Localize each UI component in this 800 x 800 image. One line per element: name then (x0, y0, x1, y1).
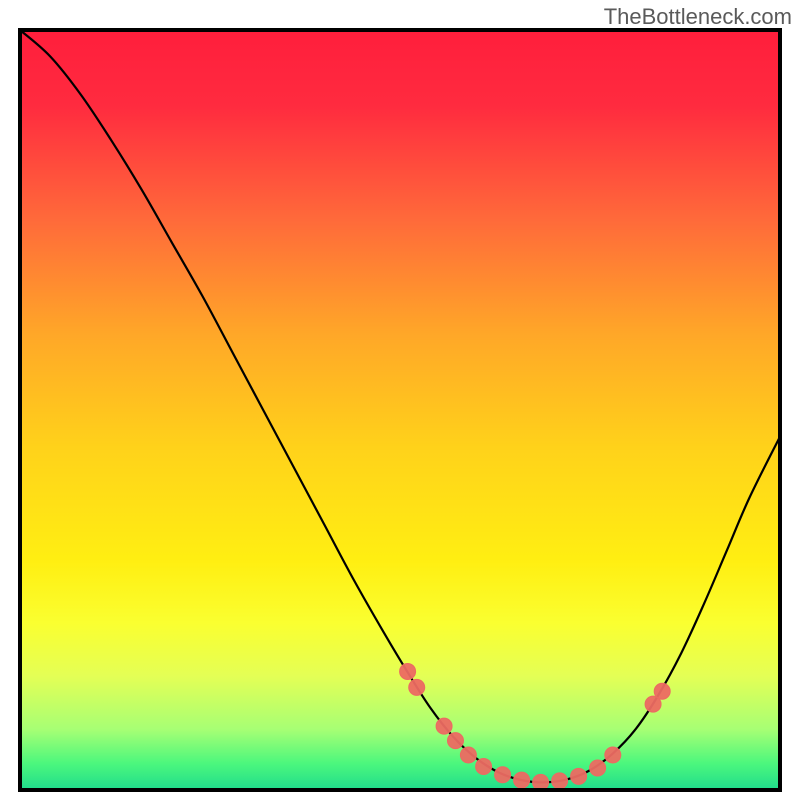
curve-marker (571, 768, 587, 784)
curve-marker (654, 683, 670, 699)
curve-marker (436, 718, 452, 734)
curve-marker (590, 760, 606, 776)
curve-marker (605, 747, 621, 763)
chart-svg (0, 0, 800, 800)
curve-marker (514, 772, 530, 788)
curve-marker (409, 679, 425, 695)
bottleneck-chart: TheBottleneck.com (0, 0, 800, 800)
curve-marker (476, 758, 492, 774)
curve-marker (552, 773, 568, 789)
curve-marker (447, 733, 463, 749)
watermark-text: TheBottleneck.com (604, 4, 792, 30)
curve-marker (460, 747, 476, 763)
plot-background (20, 30, 780, 790)
curve-marker (400, 663, 416, 679)
curve-marker (495, 767, 511, 783)
